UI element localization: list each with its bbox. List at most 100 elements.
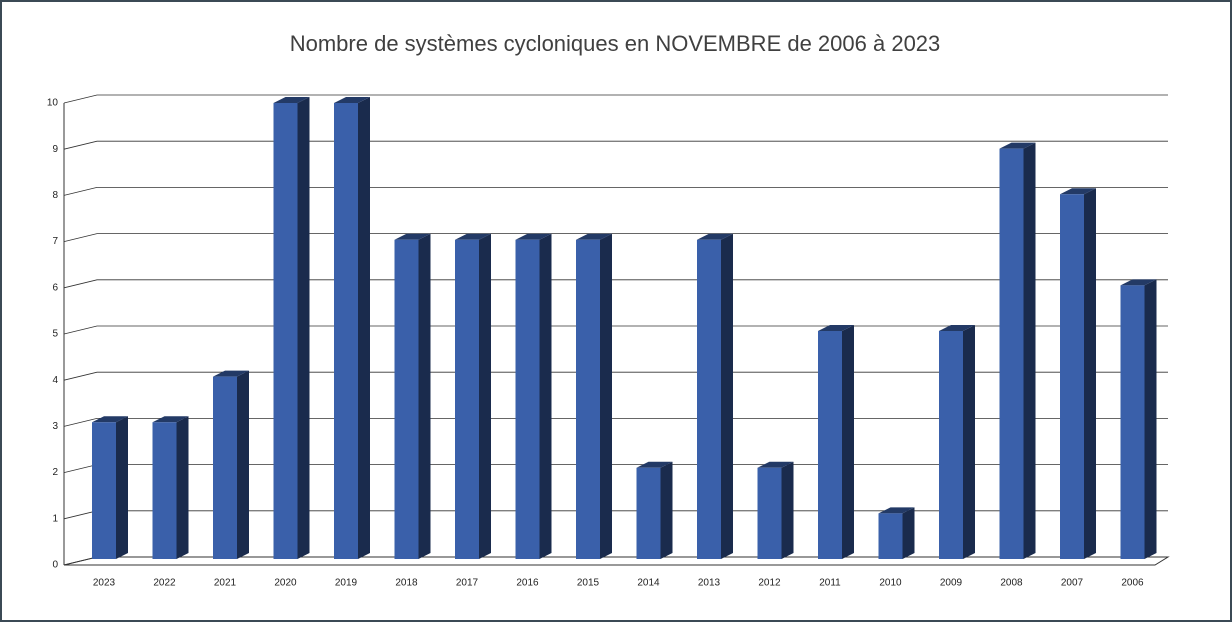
bar <box>334 97 370 559</box>
bar-side <box>1144 279 1157 559</box>
bar-top <box>455 233 491 240</box>
bar-front <box>818 331 842 559</box>
chart-title: Nombre de systèmes cycloniques en NOVEMB… <box>290 31 941 56</box>
grid-line <box>63 418 1168 427</box>
y-tick-label: 2 <box>52 467 58 478</box>
bar <box>455 233 491 560</box>
bar-front <box>394 239 419 560</box>
bar-front <box>152 422 177 559</box>
grid-line <box>63 279 1168 289</box>
x-tick-label: 2007 <box>1061 578 1084 589</box>
bar-top <box>334 97 370 103</box>
bar-top <box>576 233 612 240</box>
x-tick-label: 2021 <box>214 578 237 589</box>
bar <box>576 233 612 560</box>
bar-top <box>757 461 794 468</box>
bar-front <box>939 331 963 559</box>
bar-side <box>842 325 854 559</box>
bar-side <box>781 461 794 559</box>
bar-top <box>818 325 854 331</box>
bar-front <box>92 422 116 559</box>
x-tick-label: 2014 <box>637 578 660 589</box>
x-tick-label: 2006 <box>1121 578 1144 589</box>
y-tick-label: 1 <box>52 513 58 524</box>
x-tick-label: 2018 <box>395 578 418 589</box>
bar-front <box>757 467 782 559</box>
bar <box>515 233 552 560</box>
bar-side <box>963 325 975 559</box>
bar <box>92 416 128 559</box>
bar-front <box>1120 285 1145 559</box>
y-tick-label: 7 <box>52 236 58 247</box>
bar-front <box>515 239 540 560</box>
bar-top <box>152 416 189 423</box>
bar-top <box>213 370 249 377</box>
bar-front <box>878 513 903 559</box>
bar-top <box>697 233 733 240</box>
grid-line <box>63 140 1168 150</box>
bar <box>394 233 431 560</box>
grid-line <box>63 371 1168 381</box>
grid-line <box>63 187 1168 196</box>
bar-side <box>660 461 673 559</box>
bar <box>636 461 673 559</box>
bar-side <box>479 233 491 560</box>
x-tick-label: 2019 <box>335 578 358 589</box>
y-tick-label: 10 <box>47 98 59 109</box>
bar-side <box>358 97 370 559</box>
bar-front <box>999 148 1024 559</box>
bar-top <box>636 461 673 468</box>
bar-side <box>902 507 915 559</box>
bar-front <box>697 239 721 560</box>
grid-line <box>63 325 1168 335</box>
bar-side <box>721 233 733 560</box>
bar-front <box>273 103 298 559</box>
x-tick-label: 2017 <box>456 578 479 589</box>
bar <box>697 233 733 560</box>
bar-front <box>636 467 661 559</box>
x-tick-label: 2013 <box>698 578 721 589</box>
bar-front <box>213 376 237 559</box>
bar <box>1060 188 1096 559</box>
bar-side <box>1023 142 1036 559</box>
y-tick-label: 3 <box>52 421 58 432</box>
x-tick-label: 2020 <box>274 578 297 589</box>
y-tick-label: 9 <box>52 144 58 155</box>
bar-front <box>1060 194 1084 559</box>
y-tick-label: 4 <box>52 375 58 386</box>
x-tick-label: 2022 <box>153 578 176 589</box>
grid-line <box>63 233 1168 242</box>
bar-side <box>297 97 310 559</box>
y-tick-label: 5 <box>52 329 58 340</box>
bar-side <box>116 416 128 559</box>
bar-top <box>999 142 1036 149</box>
bar-side <box>600 233 612 560</box>
y-tick-label: 6 <box>52 282 58 293</box>
bar-front <box>576 239 600 560</box>
bar-top <box>273 97 310 103</box>
x-tick-label: 2023 <box>93 578 116 589</box>
bar <box>878 507 915 559</box>
bar <box>213 370 249 559</box>
bar-side <box>539 233 552 560</box>
x-tick-label: 2010 <box>879 578 902 589</box>
bar-top <box>1120 279 1157 286</box>
bar-side <box>176 416 189 559</box>
bar-top <box>939 325 975 331</box>
bar <box>1120 279 1157 559</box>
bar-side <box>237 370 249 559</box>
bar-top <box>394 233 431 240</box>
x-tick-label: 2015 <box>577 578 600 589</box>
y-tick-label: 0 <box>52 560 58 571</box>
bar-side <box>418 233 431 560</box>
x-tick-label: 2012 <box>758 578 781 589</box>
x-tick-label: 2011 <box>819 578 841 589</box>
x-tick-label: 2016 <box>516 578 539 589</box>
bar <box>757 461 794 559</box>
x-tick-label: 2009 <box>940 578 963 589</box>
bar <box>999 142 1036 559</box>
bar-side <box>1084 188 1096 559</box>
bar-front <box>334 103 358 559</box>
x-tick-label: 2008 <box>1000 578 1023 589</box>
